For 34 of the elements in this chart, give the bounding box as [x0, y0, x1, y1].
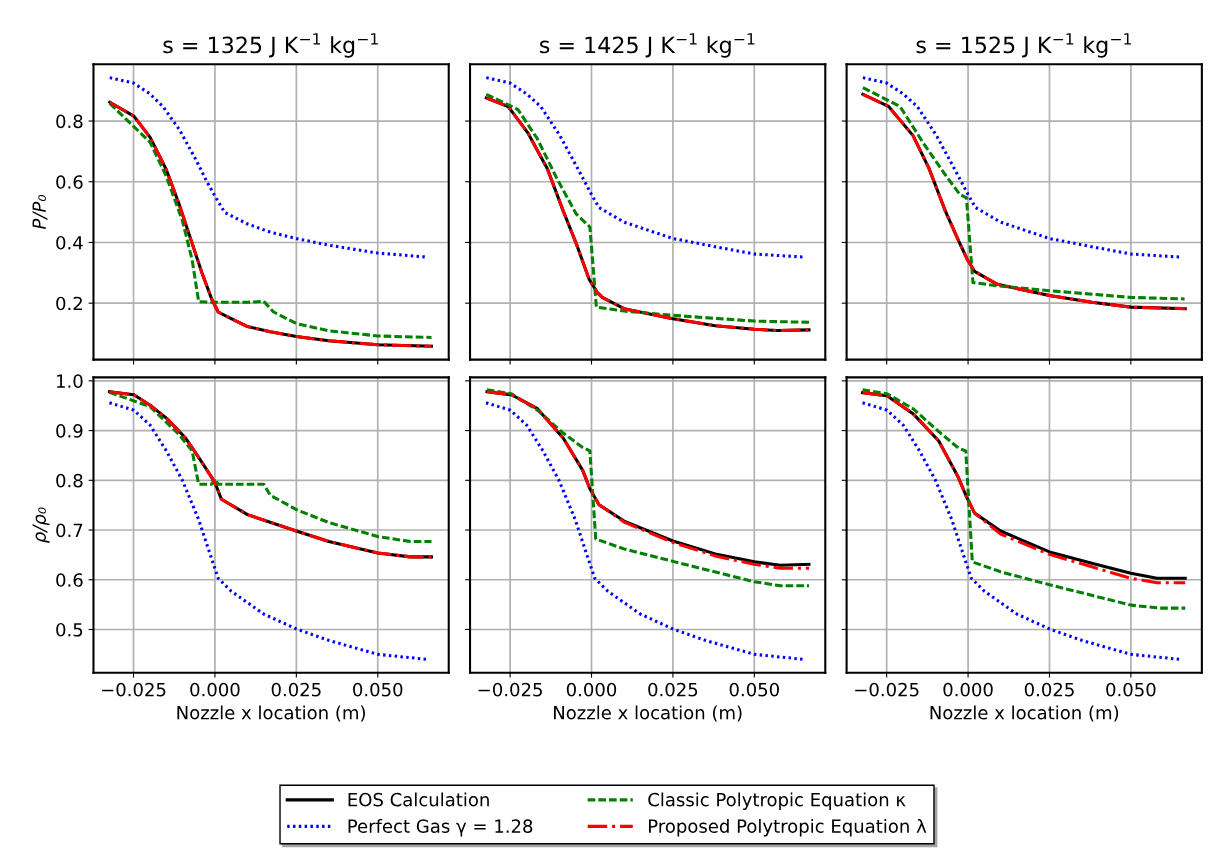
y-tick-label: 0.5 — [56, 622, 83, 637]
legend-label: Classic Polytropic Equation κ — [648, 792, 906, 810]
x-tick-label: 0.025 — [648, 682, 698, 697]
x-tick-label: 0.000 — [190, 682, 240, 697]
x-tick-label: 0.000 — [943, 682, 993, 697]
y-axis-title: ρ/ρ₀ — [32, 507, 50, 543]
legend-label: Proposed Polytropic Equation λ — [649, 818, 927, 837]
y-tick-label: 0.9 — [56, 424, 83, 438]
chart-title: s = 1525 J K$^{−1}$ kg$^{−1}$ — [916, 33, 1131, 58]
x-axis-title: Nozzle x location (m) — [930, 705, 1119, 722]
y-tick-label: 0.6 — [56, 573, 83, 587]
y-tick-label: 0.7 — [56, 523, 83, 538]
y-axis-title: P/P₀ — [32, 194, 48, 230]
x-tick-label: −0.025 — [102, 682, 166, 697]
y-tick-label: 0.8 — [56, 473, 83, 488]
x-tick-label: 0.050 — [353, 682, 403, 697]
x-tick-label: 0.050 — [1106, 682, 1156, 697]
x-tick-label: 0.050 — [729, 682, 779, 697]
x-tick-label: 0.025 — [1024, 682, 1074, 697]
x-tick-label: 0.025 — [271, 682, 321, 697]
legend-label: Perfect Gas γ = 1.28 — [348, 818, 533, 837]
y-tick-label: 0.8 — [56, 114, 83, 129]
x-tick-label: −0.025 — [478, 682, 542, 697]
chart-title: s = 1425 J K$^{−1}$ kg$^{−1}$ — [539, 33, 755, 58]
x-tick-label: −0.025 — [855, 682, 919, 697]
y-tick-label: 0.4 — [56, 235, 83, 250]
y-tick-label: 0.2 — [56, 296, 82, 311]
legend-label: EOS Calculation — [348, 792, 489, 807]
x-axis-title: Nozzle x location (m) — [554, 705, 742, 722]
x-tick-label: 0.000 — [566, 682, 617, 697]
y-tick-label: 0.6 — [56, 175, 83, 189]
x-axis-title: Nozzle x location (m) — [177, 705, 365, 722]
chart-title: s = 1325 J K$^{−1}$ kg$^{−1}$ — [163, 33, 378, 58]
y-tick-label: 1.0 — [57, 374, 83, 388]
